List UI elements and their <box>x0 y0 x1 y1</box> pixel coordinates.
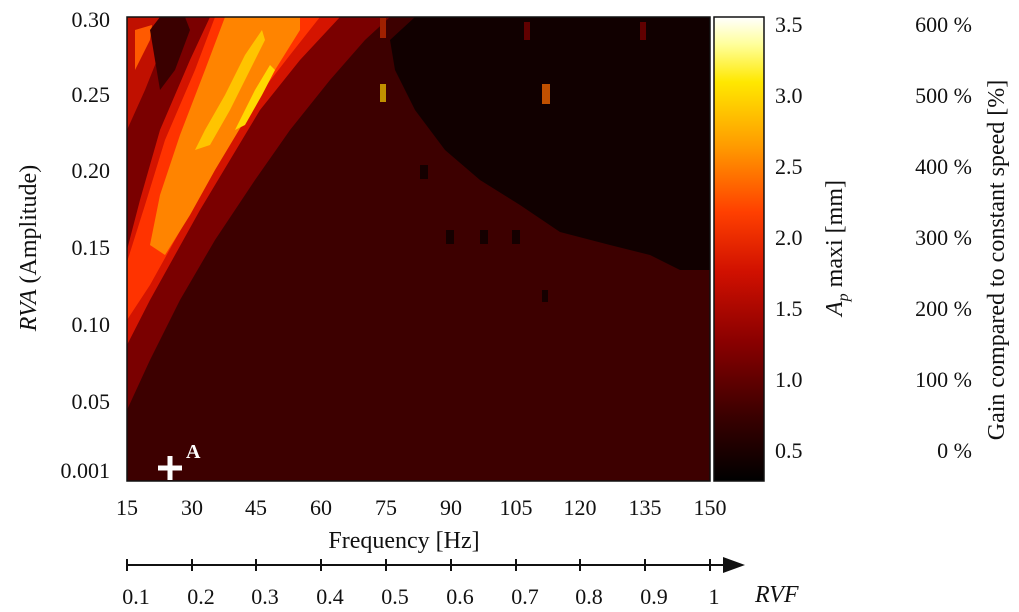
rvf-tick: 0.7 <box>511 584 539 609</box>
x-tick: 120 <box>564 495 597 520</box>
gain-tick: 100 % <box>915 367 972 392</box>
gain-tick: 400 % <box>915 154 972 179</box>
gain-tick: 0 % <box>937 438 972 463</box>
upper-left-hot <box>135 25 152 70</box>
dark-region <box>390 17 710 270</box>
orange-band <box>150 17 300 255</box>
y-tick: 0.30 <box>72 7 111 32</box>
spot <box>524 22 530 40</box>
x-tick: 15 <box>116 495 138 520</box>
x-tick: 135 <box>629 495 662 520</box>
colorbar-tick: 3.0 <box>775 83 803 108</box>
yellow-streak-2 <box>235 65 275 130</box>
colorbar-ticks: 0.5 1.0 1.5 2.0 2.5 3.0 3.5 <box>775 12 803 463</box>
rvf-tick: 0.5 <box>381 584 409 609</box>
band-gap <box>150 17 190 90</box>
rvf-axis: 0.1 0.2 0.3 0.4 0.5 0.6 0.7 0.8 0.9 1 RV… <box>122 557 799 609</box>
gain-tick: 200 % <box>915 296 972 321</box>
rvf-tick: 0.3 <box>251 584 279 609</box>
x-axis-label: Frequency [Hz] <box>328 528 479 554</box>
rvf-axis-label: RVF <box>754 582 799 608</box>
heatmap-cells <box>127 17 710 481</box>
colorbar-tick: 1.5 <box>775 296 803 321</box>
y-tick: 0.10 <box>72 312 111 337</box>
gain-tick: 600 % <box>915 12 972 37</box>
x-tick: 90 <box>440 495 462 520</box>
y-tick: 0.25 <box>72 82 111 107</box>
rvf-tick: 0.6 <box>446 584 474 609</box>
rvf-tick: 1 <box>709 584 720 609</box>
yellow-streak-1 <box>195 30 265 150</box>
spot <box>420 165 428 179</box>
y-tick: 0.15 <box>72 235 111 260</box>
spot <box>512 230 520 244</box>
spot <box>380 18 386 38</box>
spot <box>480 230 488 244</box>
colorbar-label: Ap maxi [mm] <box>822 180 852 318</box>
rvf-tick: 0.8 <box>575 584 603 609</box>
colorbar <box>713 16 765 482</box>
x-tick-labels: 15 30 45 60 75 90 105 120 135 150 <box>116 495 727 520</box>
x-tick: 30 <box>181 495 203 520</box>
x-tick: 150 <box>694 495 727 520</box>
colorbar-tick: 3.5 <box>775 12 803 37</box>
colorbar-tick: 2.0 <box>775 225 803 250</box>
spot <box>542 84 550 104</box>
y-tick-labels: 0.001 0.05 0.10 0.15 0.20 0.25 0.30 <box>61 7 111 483</box>
rvf-tick: 0.9 <box>640 584 668 609</box>
gain-axis-label: Gain compared to constant speed [%] <box>984 80 1010 441</box>
gain-tick: 300 % <box>915 225 972 250</box>
y-tick: 0.20 <box>72 158 111 183</box>
x-tick: 105 <box>500 495 533 520</box>
colorbar-tick: 0.5 <box>775 438 803 463</box>
annotation-a: A <box>158 441 201 480</box>
x-tick: 75 <box>375 495 397 520</box>
spot <box>380 84 386 102</box>
x-tick: 60 <box>310 495 332 520</box>
gain-tick: 500 % <box>915 83 972 108</box>
spot <box>446 230 454 244</box>
rvf-tick-marks <box>126 559 711 571</box>
spot <box>640 22 646 40</box>
colorbar-tick: 1.0 <box>775 367 803 392</box>
y-tick: 0.001 <box>61 458 111 483</box>
rvf-tick: 0.2 <box>187 584 215 609</box>
y-axis-label: RVA (Amplitude) <box>16 165 42 332</box>
y-tick: 0.05 <box>72 389 111 414</box>
x-tick: 45 <box>245 495 267 520</box>
rvf-tick: 0.1 <box>122 584 150 609</box>
rvf-arrow-icon <box>723 557 745 573</box>
annotation-label: A <box>186 441 201 463</box>
spot <box>542 290 548 302</box>
rvf-tick: 0.4 <box>316 584 344 609</box>
gain-ticks: 600 % 500 % 400 % 300 % 200 % 100 % 0 % <box>915 12 972 463</box>
plot-frame <box>126 16 711 482</box>
colorbar-tick: 2.5 <box>775 154 803 179</box>
red-band <box>127 17 340 345</box>
